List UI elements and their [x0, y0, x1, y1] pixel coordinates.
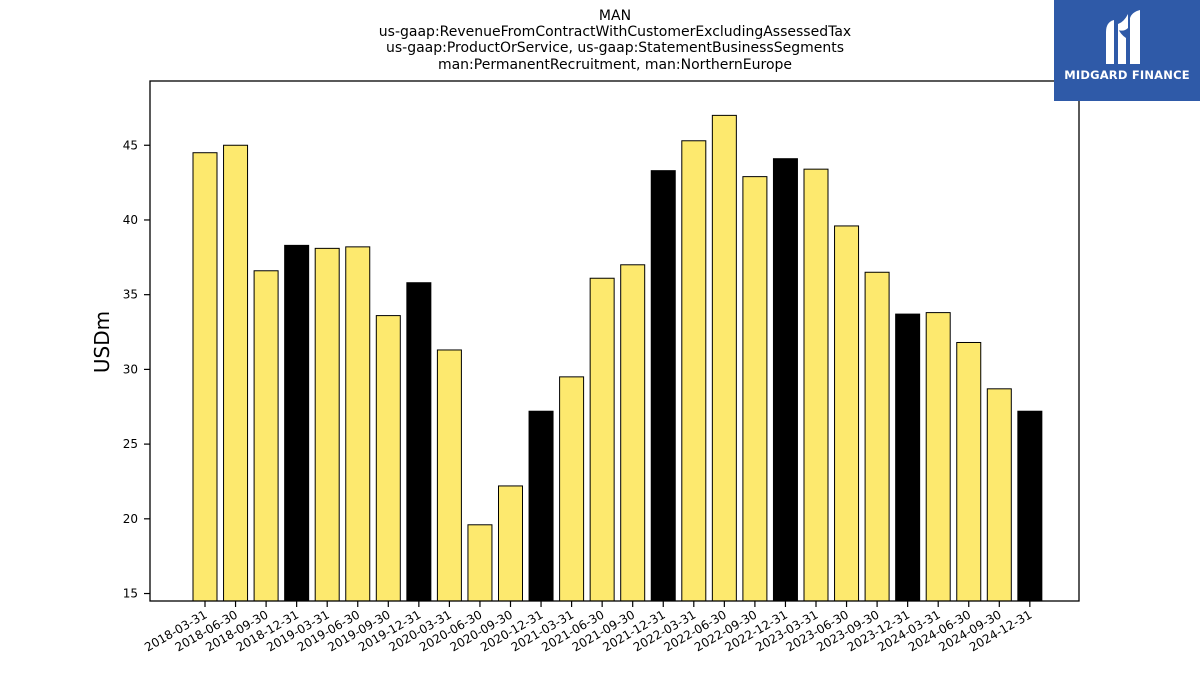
y-tick-label: 35 [123, 288, 138, 302]
y-tick-label: 30 [123, 362, 138, 376]
bar-2018-12-31 [284, 244, 310, 602]
y-tick-label: 40 [123, 213, 138, 227]
bar-2019-03-31 [314, 247, 340, 602]
bar-2018-06-30 [223, 144, 249, 602]
y-tick-label: 45 [123, 138, 138, 152]
bar-2019-12-31 [406, 282, 432, 602]
bar-2018-03-31 [192, 152, 218, 602]
bar-2022-03-31 [681, 140, 707, 602]
brand-name: MIDGARD FINANCE [1064, 68, 1190, 82]
plot-frame [149, 80, 1080, 602]
y-axis: 15 20 25 30 35 40 45 [123, 138, 150, 601]
y-tick-label: 25 [123, 437, 138, 451]
bar-2021-06-30 [589, 277, 615, 602]
bar-2024-06-30 [956, 341, 982, 602]
x-axis: 2018-03-312018-06-302018-09-302018-12-31… [142, 601, 1034, 654]
bar-2022-06-30 [711, 114, 737, 602]
chart-title-line-4: man:PermanentRecruitment, man:NorthernEu… [438, 57, 792, 73]
bar-2020-06-30 [467, 524, 493, 602]
y-tick-label: 20 [123, 512, 138, 526]
chart-title-line-1: MAN [599, 8, 631, 24]
y-axis-label: USDm [90, 311, 114, 373]
bar-2023-09-30 [864, 271, 890, 602]
bar-2023-03-31 [803, 168, 829, 602]
bar-2020-12-31 [528, 410, 554, 602]
bar-2023-12-31 [895, 313, 921, 602]
bar-2019-06-30 [345, 246, 371, 602]
bar-2024-12-31 [1017, 410, 1043, 602]
bar-2022-12-31 [772, 158, 798, 602]
bar-2021-03-31 [559, 376, 585, 602]
bar-2018-09-30 [253, 270, 279, 602]
bar-2019-09-30 [375, 315, 401, 602]
bar-2021-12-31 [650, 170, 676, 602]
bar-2024-09-30 [986, 388, 1012, 602]
bar-2023-06-30 [834, 225, 860, 602]
bar-2021-09-30 [620, 264, 646, 602]
y-tick-label: 15 [123, 587, 138, 601]
midgard-m-icon [1106, 10, 1140, 64]
brand-logo: MIDGARD FINANCE [1054, 0, 1200, 101]
bar-series [192, 114, 1043, 602]
chart-title-line-3: us-gaap:ProductOrService, us-gaap:Statem… [386, 40, 844, 56]
bar-2022-09-30 [742, 176, 768, 602]
bar-2020-09-30 [498, 485, 523, 602]
bar-2020-03-31 [436, 349, 462, 602]
chart-title: MAN us-gaap:RevenueFromContractWithCusto… [379, 8, 851, 73]
chart-title-line-2: us-gaap:RevenueFromContractWithCustomerE… [379, 24, 851, 40]
bar-2024-03-31 [925, 312, 951, 602]
